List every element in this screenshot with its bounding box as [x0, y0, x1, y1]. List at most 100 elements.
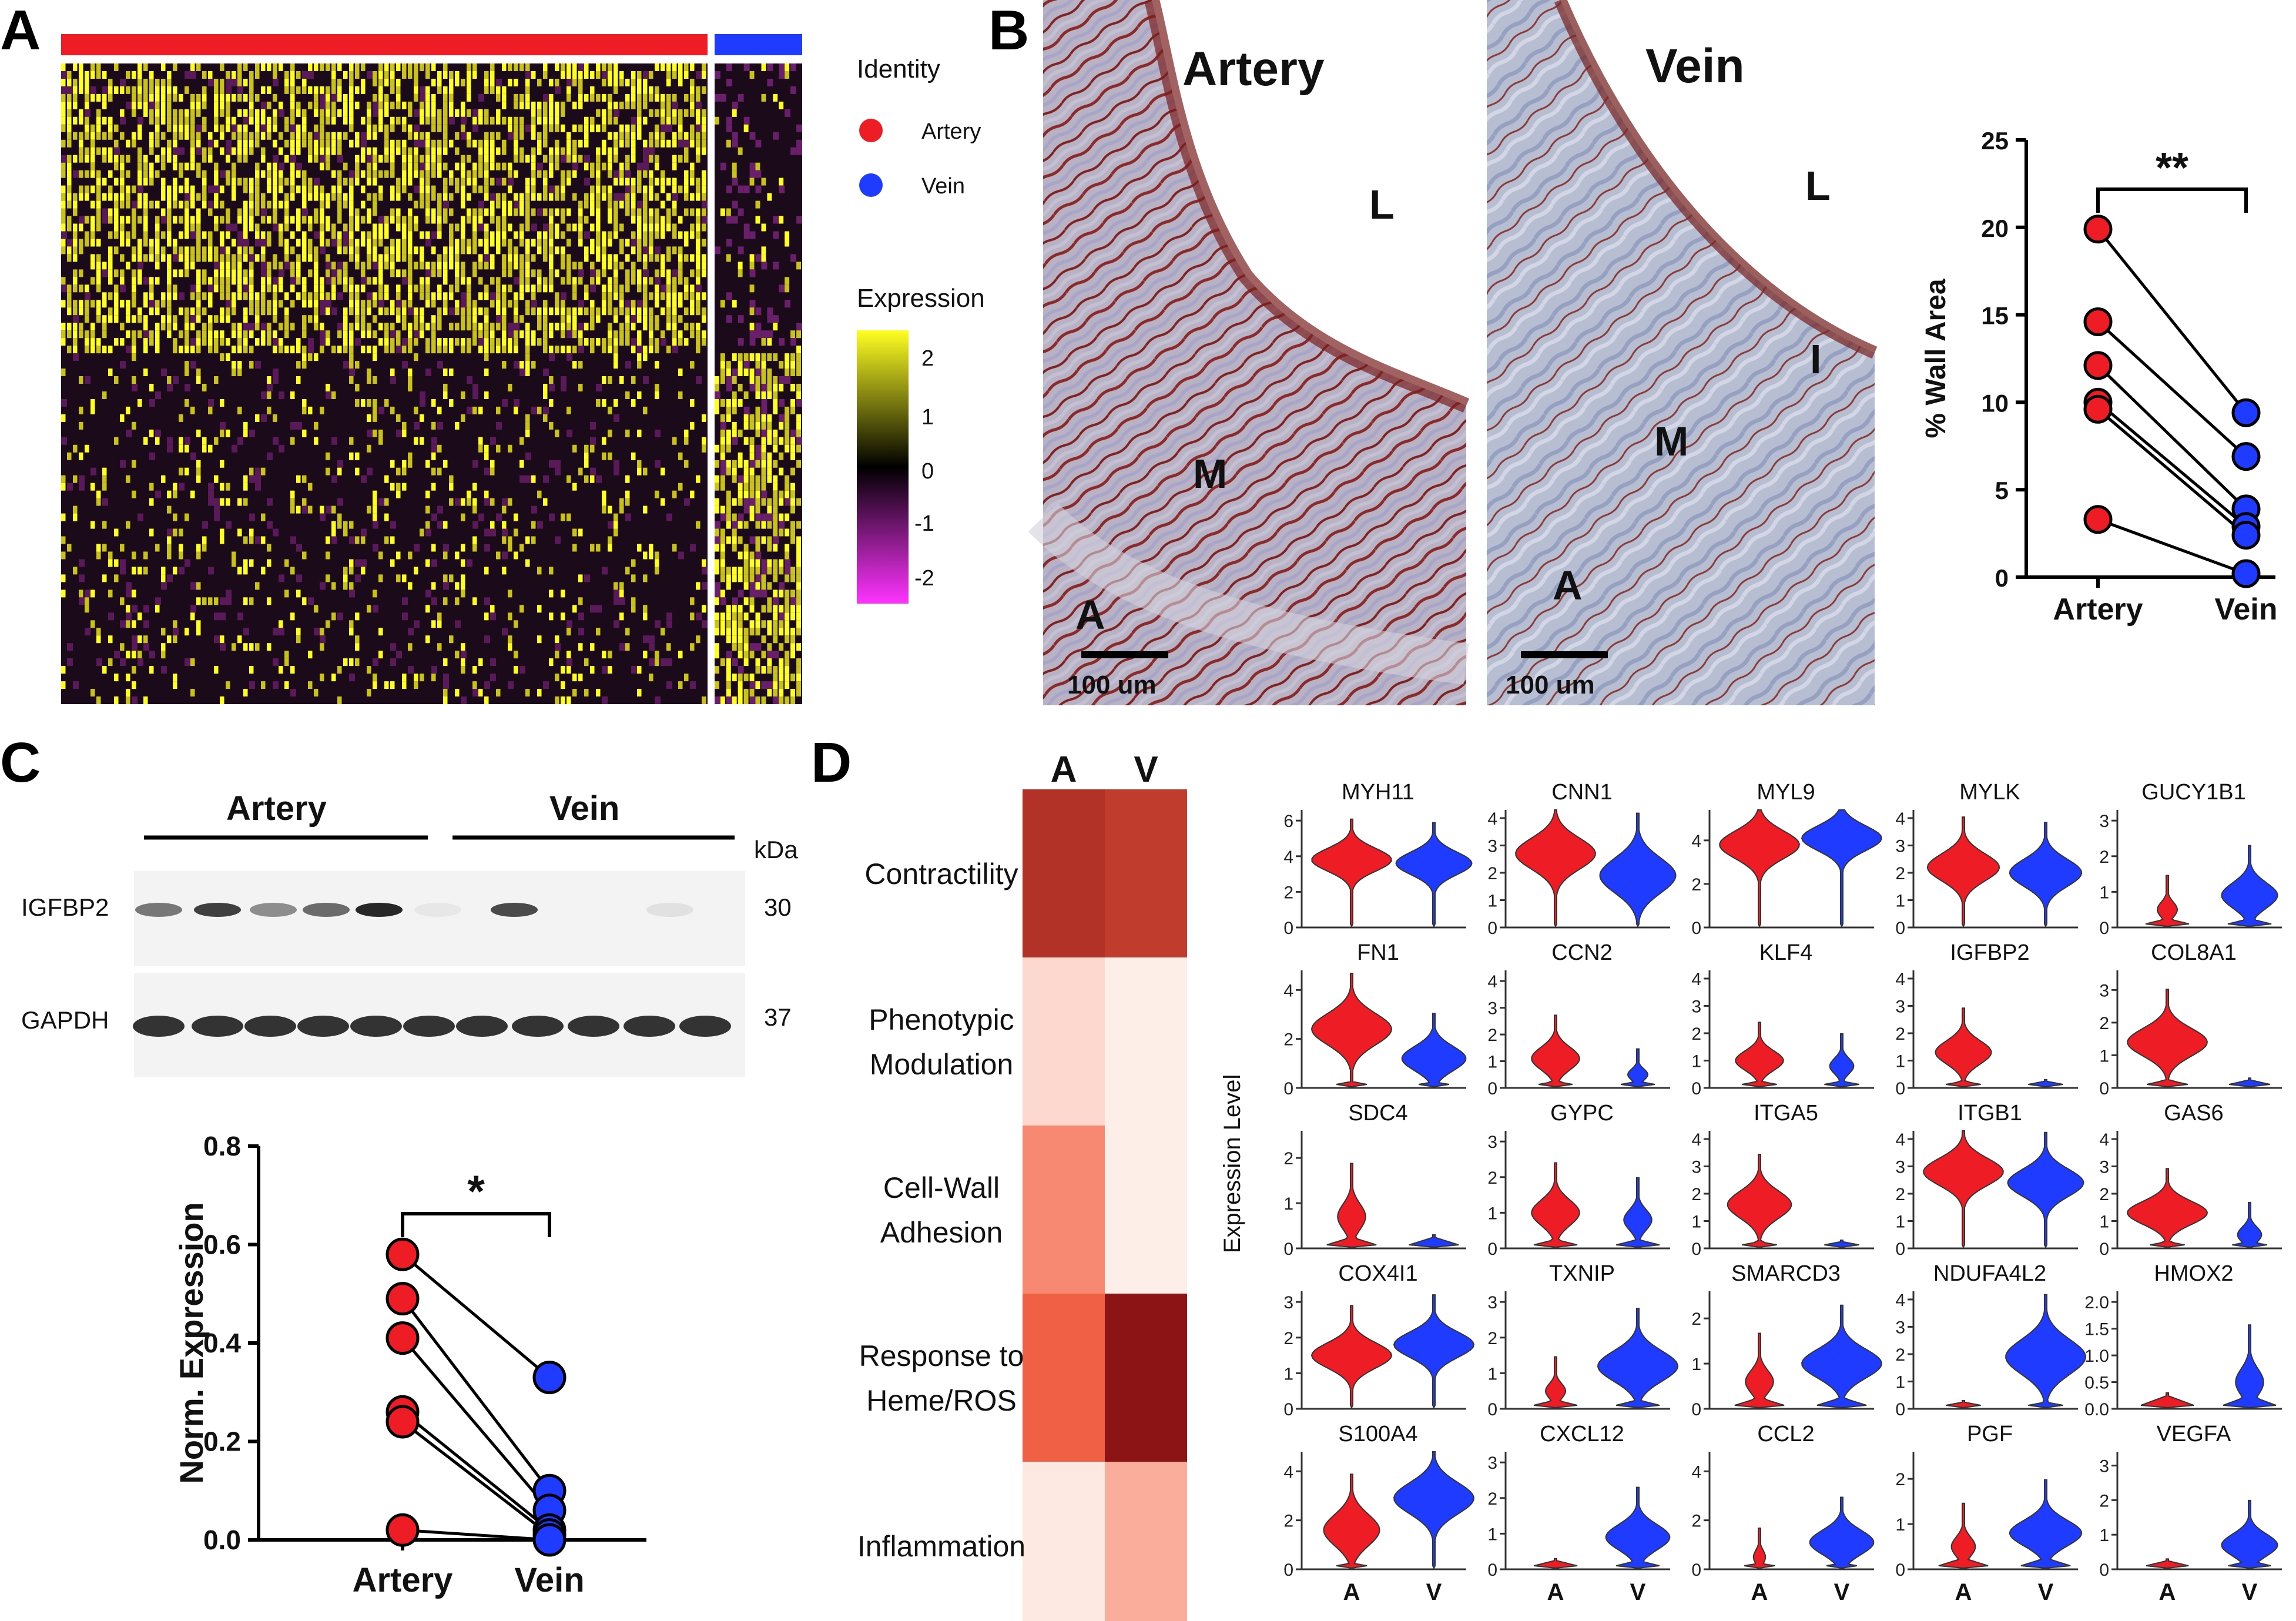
violin-title: KLF4	[1759, 940, 1813, 965]
violin-tick-label: 2	[1487, 864, 1497, 883]
panel-label-c: C	[0, 731, 41, 794]
violin-vein	[2005, 1294, 2086, 1409]
violin-tick-label: 1	[1487, 1204, 1497, 1223]
violin-vein	[2228, 1077, 2271, 1088]
heat-row-label: Adhesion	[880, 1216, 1003, 1249]
expression-colorbar	[857, 330, 909, 604]
histology-artery-label-a: A	[1075, 592, 1105, 638]
western-kda-igfbp2: 30	[764, 893, 792, 921]
band	[350, 1016, 402, 1037]
pair-line	[2097, 320, 2247, 458]
violin-title: VEGFA	[2157, 1422, 2231, 1446]
violin-x-label: A	[2159, 1579, 2176, 1605]
band	[303, 903, 350, 917]
heatmap-row	[61, 437, 802, 445]
chart-wall-area: 0 5 10 15 20 25 Artery Vein % Wall Area **	[1920, 127, 2277, 627]
band	[244, 1016, 296, 1037]
violin-tick-label: 1	[2099, 883, 2109, 902]
heatmap-row	[61, 170, 762, 178]
violin-tick-label: 0	[1283, 1400, 1293, 1419]
violin-tick-label: 2	[1487, 1168, 1497, 1188]
violin-tick-label: 4	[1283, 981, 1293, 1000]
band	[135, 903, 182, 917]
violin-plot-ccl2: CCL2 0 2 4 A V	[1691, 1422, 1875, 1605]
violin-tick-label: 3	[1487, 836, 1497, 856]
violin-title: CXCL12	[1540, 1422, 1624, 1446]
x-tick-label: Artery	[353, 1561, 453, 1599]
pair-line	[2097, 401, 2247, 528]
violin-plot-ccn2: CCN2 0 1 2 3 4	[1487, 940, 1670, 1098]
heatmap-row	[91, 521, 801, 529]
x-tick-label: Artery	[2053, 592, 2143, 627]
heatmap-row	[61, 86, 796, 94]
expression-legend-title: Expression	[857, 284, 985, 313]
violin-tick-label: 3	[1895, 836, 1905, 856]
heatmap-row	[61, 399, 802, 407]
band	[456, 1016, 508, 1037]
y-tick-label: 20	[1981, 215, 2009, 242]
band	[624, 1016, 675, 1037]
heat-row-label: Cell-Wall	[883, 1171, 1000, 1204]
violin-artery	[1323, 1473, 1380, 1569]
violin-tick-label: 1	[1487, 891, 1497, 910]
heatmap-row	[96, 635, 795, 644]
vein-point	[532, 1523, 567, 1557]
violin-artery	[1515, 809, 1596, 928]
violin-tick-label: 0	[1691, 1240, 1701, 1259]
violin-x-label: A	[1547, 1579, 1564, 1605]
y-tick-label: 0.0	[203, 1525, 241, 1555]
violin-tick-label: 1	[1895, 1515, 1905, 1535]
pair-line	[402, 1528, 550, 1542]
heatmap-row	[96, 696, 795, 704]
violin-vein	[1393, 1294, 1475, 1409]
panel-label-d: D	[811, 731, 852, 794]
violin-tick-label: 2	[2099, 1014, 2109, 1033]
violin-title: IGFBP2	[1950, 940, 2029, 965]
heatmap-row	[61, 666, 801, 674]
violin-title: NDUFA4L2	[1933, 1261, 2046, 1286]
violin-plot-itga5: ITGA5 0 1 2 3 4	[1691, 1101, 1874, 1259]
violin-artery	[1946, 1400, 1981, 1409]
heatmap-row	[61, 574, 801, 582]
violin-tick-label: 4	[1487, 972, 1497, 992]
band	[403, 1016, 455, 1037]
violin-title: SDC4	[1348, 1101, 1407, 1126]
heatmap-group-divider	[708, 63, 715, 704]
heatmap-row	[61, 223, 766, 232]
violin-title: ITGA5	[1754, 1101, 1818, 1126]
pair-line	[401, 1298, 551, 1492]
band	[568, 1016, 619, 1037]
violin-title: MYH11	[1342, 780, 1415, 805]
vein-point	[2231, 398, 2261, 427]
violin-title: FN1	[1357, 940, 1399, 965]
heatmap-row	[61, 330, 801, 339]
histology-artery-scale-bar	[1081, 651, 1168, 658]
identity-legend-vein-swatch	[859, 173, 883, 197]
expression-tick: -2	[914, 566, 934, 591]
violin-tick-label: 1.0	[2084, 1347, 2109, 1366]
heatmap-row	[61, 63, 796, 71]
identity-bar-artery	[61, 34, 708, 55]
violin-tick-label: 2	[1691, 1185, 1701, 1204]
heat-row-label: Modulation	[870, 1048, 1014, 1081]
violin-tick-label: 2	[1487, 1026, 1497, 1045]
y-tick-label: 10	[1981, 389, 2009, 417]
heat-cell-artery	[1023, 957, 1105, 1126]
violin-tick-label: 0	[1283, 1560, 1293, 1580]
violin-tick-label: 0	[1691, 1079, 1701, 1098]
violin-artery	[2126, 1168, 2208, 1248]
band	[646, 903, 693, 917]
pair-line	[2097, 408, 2247, 537]
violin-artery	[1533, 1356, 1578, 1409]
violin-tick-label: 3	[1487, 1453, 1497, 1473]
violin-artery	[1727, 1154, 1792, 1248]
violin-vein	[1605, 1486, 1671, 1569]
artery-point	[2083, 351, 2113, 380]
y-tick-label: 25	[1981, 127, 2009, 155]
heat-cell-artery	[1023, 1462, 1105, 1621]
heatmap-row	[79, 559, 801, 567]
violin-vein	[2007, 1131, 2084, 1249]
y-axis-label: % Wall Area	[1920, 279, 1952, 438]
histology-vein-label-m: M	[1654, 418, 1688, 464]
band	[679, 1016, 731, 1037]
